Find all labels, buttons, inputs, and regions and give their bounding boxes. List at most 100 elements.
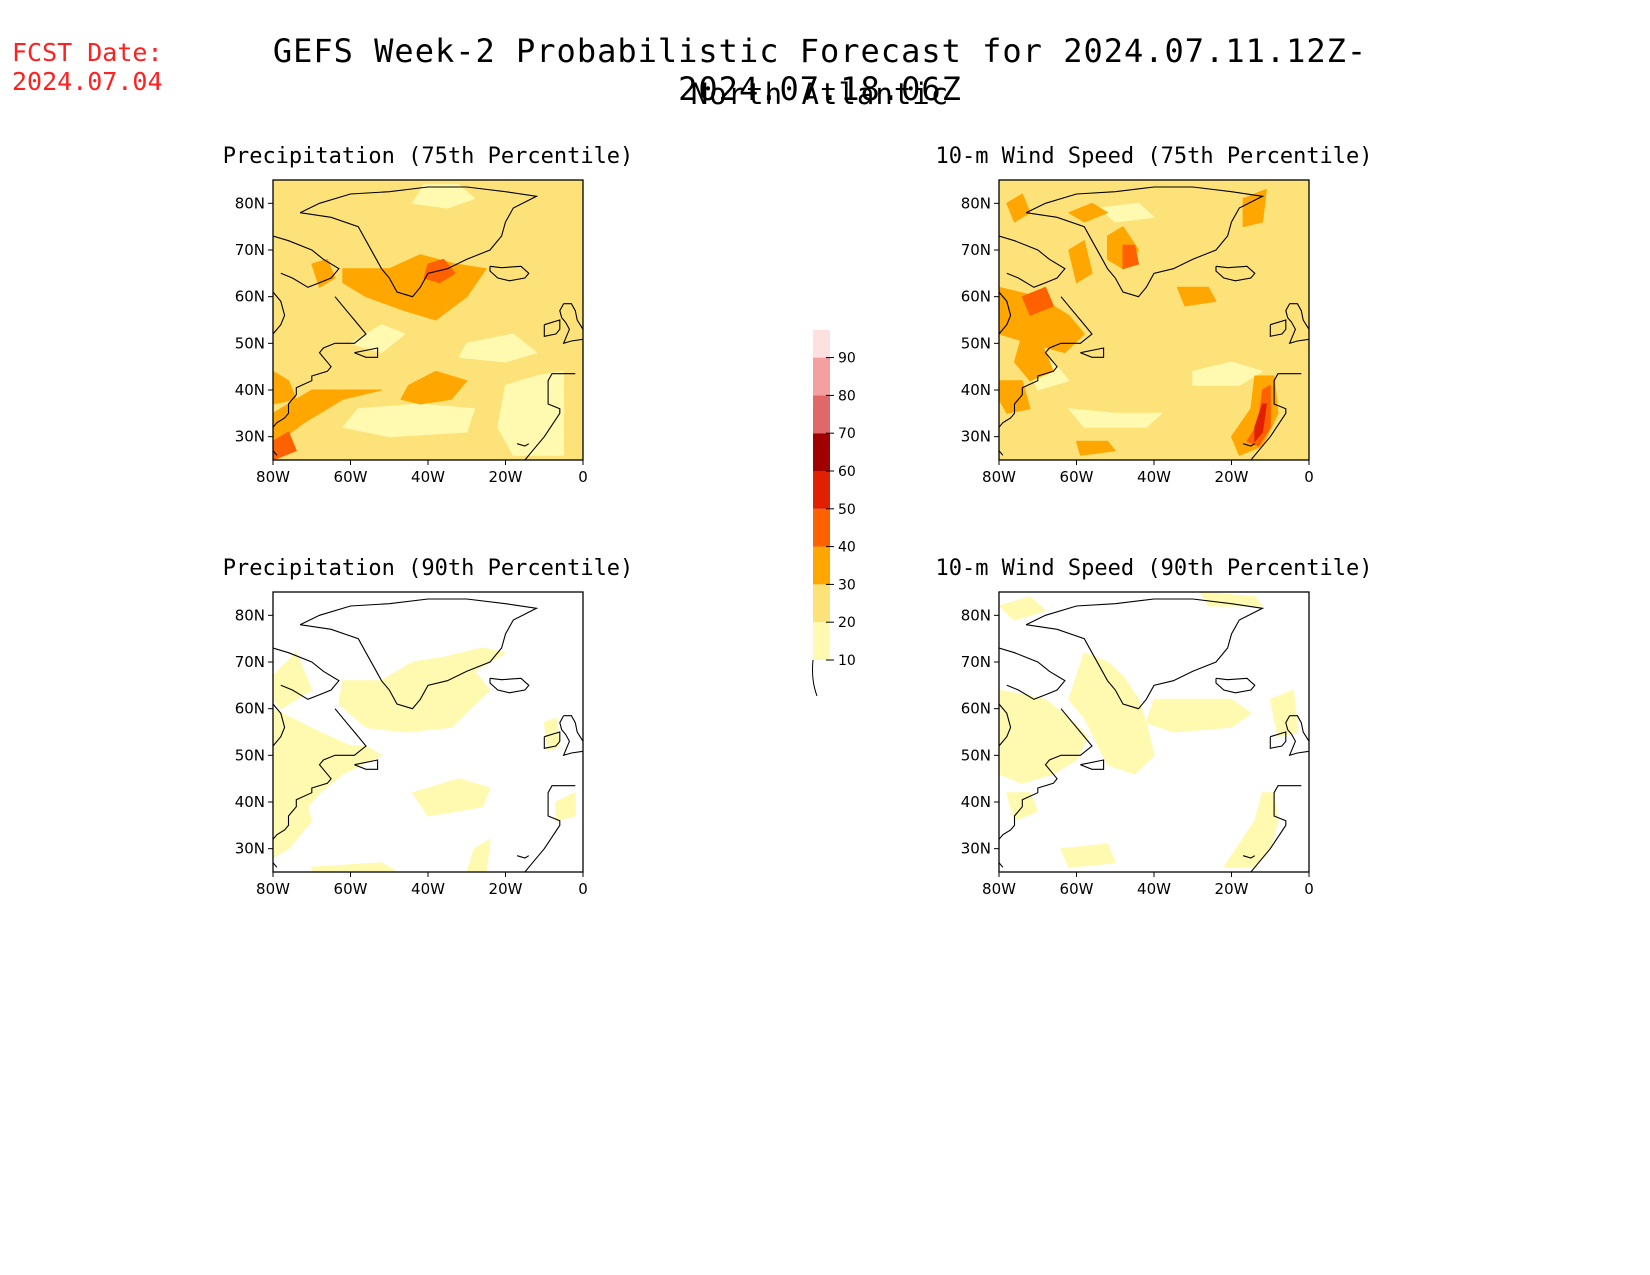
colorbar-label: 90	[838, 351, 856, 367]
coastline	[273, 703, 286, 747]
coastline	[543, 731, 561, 749]
contour-region	[1176, 286, 1217, 307]
lon-tick-label: 40W	[411, 468, 445, 486]
lat-tick-label: 80N	[235, 194, 265, 212]
coastline	[299, 186, 539, 298]
contour-region	[1242, 188, 1267, 228]
colorbar-segment	[813, 622, 830, 660]
coastline	[543, 319, 561, 337]
panel-title: 10-m Wind Speed (90th Percentile)	[935, 556, 1372, 581]
colorbar-label: 70	[838, 426, 856, 442]
contour-region	[999, 596, 1046, 621]
colorbar-segment	[813, 433, 830, 471]
coastline	[354, 759, 379, 770]
contour-region	[273, 370, 297, 405]
coastline	[273, 647, 340, 700]
lat-tick-label: 40N	[235, 381, 265, 399]
coastline	[999, 703, 1012, 747]
contour-region	[1122, 244, 1139, 270]
lat-tick-label: 60N	[961, 288, 991, 306]
contour-region	[342, 403, 475, 438]
panel-wind90: 10-m Wind Speed (90th Percentile) 80N 70N 6…	[935, 552, 1411, 942]
contour-region	[338, 647, 506, 733]
lat-tick-label: 50N	[961, 746, 991, 764]
lon-tick-label: 0	[1304, 468, 1314, 486]
lon-tick-label: 40W	[1137, 468, 1171, 486]
coastline	[999, 291, 1012, 335]
lon-tick-label: 60W	[334, 468, 368, 486]
contour-region	[273, 431, 297, 460]
colorbar-label: 80	[838, 388, 856, 404]
coastline	[1285, 303, 1309, 345]
contour-region	[1014, 333, 1054, 382]
coastline	[1250, 373, 1302, 460]
coastline	[559, 715, 583, 757]
lon-tick-label: 40W	[1137, 880, 1171, 898]
colorbar-label: 40	[838, 540, 856, 556]
coastline	[489, 265, 530, 282]
colorbar-segment	[813, 546, 830, 585]
contour-region	[1254, 403, 1267, 442]
lat-tick-label: 40N	[235, 793, 265, 811]
lat-tick-label: 50N	[235, 334, 265, 352]
coastline	[1242, 855, 1256, 859]
lat-tick-label: 70N	[235, 653, 265, 671]
lat-tick-label: 80N	[961, 194, 991, 212]
coastline	[999, 296, 1093, 428]
lat-tick-label: 30N	[961, 840, 991, 858]
contour-region	[1021, 286, 1054, 316]
lat-tick-label: 60N	[235, 288, 265, 306]
map-precip75: Precipitation (75th Percentile) 80N 70N 60N…	[223, 144, 634, 486]
contour-region	[1068, 652, 1155, 775]
panel-wind75: 10-m Wind Speed (75th Percentile) 80N 70N 6…	[935, 140, 1411, 530]
colorbar-label: 60	[838, 464, 856, 480]
lon-tick-label: 20W	[1215, 880, 1249, 898]
contour-region	[311, 862, 398, 872]
coastline	[559, 303, 583, 345]
map-wind75: 10-m Wind Speed (75th Percentile) 80N 70N 6…	[935, 144, 1372, 486]
contour-region	[458, 333, 537, 363]
map-wind90: 10-m Wind Speed (90th Percentile) 80N 70N 6…	[935, 556, 1372, 898]
coastline	[1025, 186, 1265, 298]
contour-region	[1068, 240, 1093, 284]
colorbar-label: 10	[838, 653, 856, 669]
forecast-date-label: FCST Date: 2024.07.04	[12, 38, 163, 96]
contour-region	[412, 184, 475, 209]
contour-region	[1068, 202, 1108, 223]
lat-tick-label: 40N	[961, 381, 991, 399]
lon-tick-label: 60W	[1060, 880, 1094, 898]
colorbar: 10 20 30 40 50 60 70 80 90	[812, 330, 856, 697]
contour-region	[1006, 193, 1031, 223]
coastline	[1215, 265, 1256, 282]
colorbar-segment	[813, 330, 830, 358]
contour-region	[1076, 440, 1116, 456]
colorbar-label: 20	[838, 615, 856, 631]
lon-tick-label: 20W	[489, 880, 523, 898]
coastline	[524, 373, 576, 460]
lon-tick-label: 80W	[982, 880, 1016, 898]
base-field	[273, 592, 583, 872]
colorbar-segment	[813, 357, 830, 396]
contour-region	[311, 258, 336, 288]
fcst-date: 2024.07.04	[12, 67, 163, 96]
contour-region	[1068, 408, 1163, 428]
lon-tick-label: 0	[1304, 880, 1314, 898]
panel-title: Precipitation (75th Percentile)	[223, 144, 634, 169]
lon-tick-label: 0	[578, 880, 588, 898]
coastline	[1080, 347, 1105, 358]
coastline	[999, 235, 1066, 288]
colorbar-segment	[813, 584, 830, 623]
coastline	[273, 291, 286, 335]
colorbar-segment	[813, 508, 830, 547]
colorbar-segment	[813, 471, 830, 509]
lon-tick-label: 60W	[1060, 468, 1094, 486]
lat-tick-label: 80N	[235, 606, 265, 624]
coastline	[1242, 443, 1256, 447]
lat-tick-label: 70N	[961, 241, 991, 259]
chart-subtitle: North Atlantic	[690, 77, 950, 111]
lon-tick-label: 80W	[256, 468, 290, 486]
lon-tick-label: 80W	[256, 880, 290, 898]
contour-region	[999, 689, 1089, 784]
contour-region	[1200, 592, 1263, 607]
chart-title: GEFS Week-2 Probabilistic Forecast for 2…	[272, 32, 1368, 108]
